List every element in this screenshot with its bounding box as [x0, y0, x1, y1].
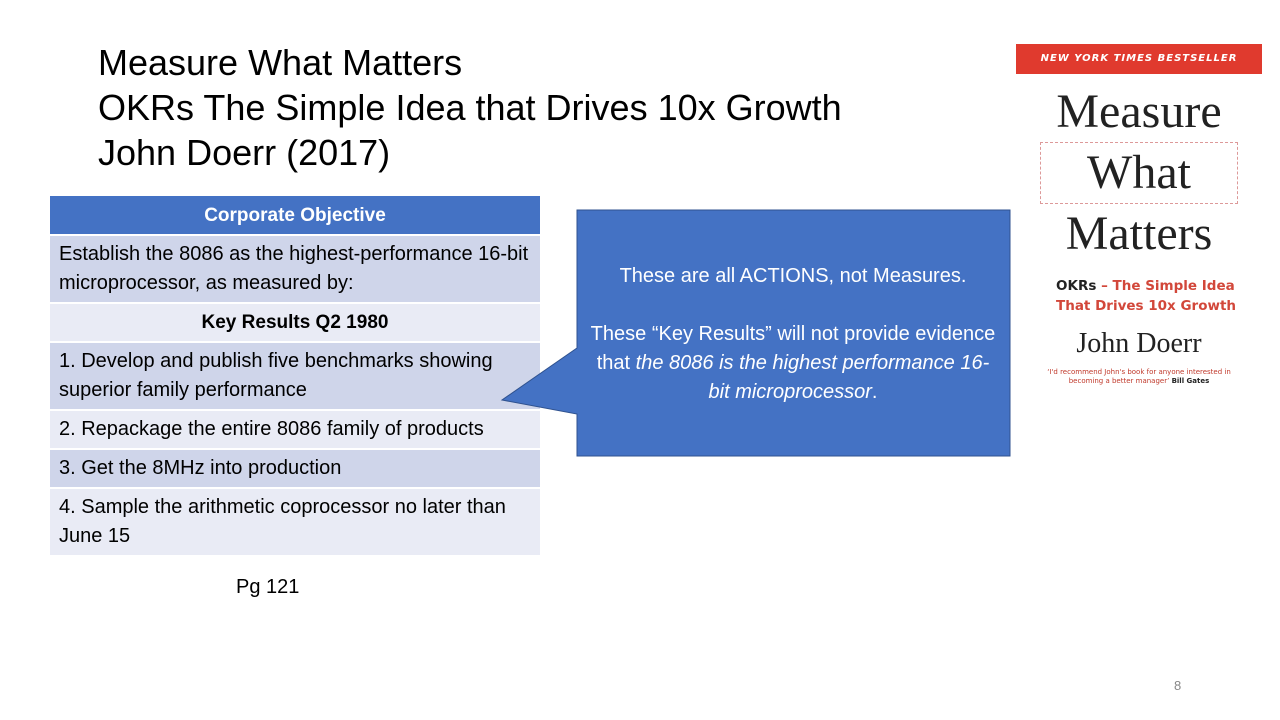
title-line: John Doerr (2017) [98, 132, 391, 173]
cover-title-word: Measure [1056, 85, 1222, 138]
slide-number: 8 [1174, 678, 1182, 693]
title-line: OKRs The Simple Idea that Drives 10x Gro… [98, 87, 842, 128]
cover-quote-text: ‘I'd recommend John's book for anyone in… [1047, 368, 1231, 385]
callout-box [500, 209, 1011, 457]
objective-cell: Establish the 8086 as the highest-perfor… [48, 234, 542, 304]
key-result: 4. Sample the arithmetic coprocessor no … [48, 487, 542, 557]
cover-title: Measure What Matters [1016, 82, 1262, 264]
callout-line: These “Key Results” will not provide evi… [590, 320, 996, 407]
cover-title-word: What [1040, 142, 1238, 204]
key-result: 2. Repackage the entire 8086 family of p… [48, 409, 542, 450]
spacer [590, 291, 996, 320]
cover-subtitle-bold: OKRs [1056, 278, 1097, 294]
title-line: Measure What Matters [98, 42, 463, 83]
source-note: Pg 121 [236, 576, 300, 598]
callout-plain: These “Key Results” will not provide evi… [590, 323, 996, 374]
slide-title: Measure What Matters OKRs The Simple Ide… [98, 40, 842, 175]
callout-italic: the 8086 is the highest performance 16-b… [635, 352, 990, 403]
cover-subtitle: OKRs – The Simple Idea That Drives 10x G… [1056, 276, 1236, 316]
callout-line: These are all ACTIONS, not Measures. [619, 265, 967, 287]
cover-title-word: Matters [1065, 207, 1213, 260]
key-result: 1. Develop and publish five benchmarks s… [48, 341, 542, 411]
book-cover: NEW YORK TIMES BESTSELLER Measure What M… [1016, 44, 1262, 402]
key-result: 3. Get the 8MHz into production [48, 448, 542, 489]
cover-quote-by: Bill Gates [1171, 377, 1210, 385]
table-header: Corporate Objective [48, 194, 542, 236]
callout-end: . [871, 381, 878, 403]
cover-subtitle-rest: – The Simple Idea That Drives 10x Growth [1056, 278, 1237, 314]
cover-author: John Doerr [1076, 328, 1202, 359]
cover-quote: ‘I'd recommend John's book for anyone in… [1036, 368, 1242, 386]
subheader-cell: Key Results Q2 1980 [48, 302, 542, 343]
callout-text: These are all ACTIONS, not Measures. The… [590, 262, 996, 407]
cover-banner: NEW YORK TIMES BESTSELLER [1016, 44, 1262, 74]
okr-table: Corporate Objective Establish the 8086 a… [48, 194, 542, 557]
